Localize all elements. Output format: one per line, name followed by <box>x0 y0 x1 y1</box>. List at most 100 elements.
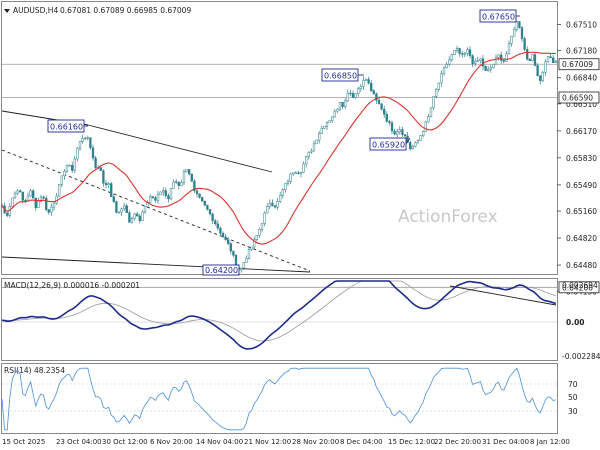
candle-body <box>463 53 466 55</box>
candle-body <box>344 100 347 107</box>
candle-body <box>190 173 193 182</box>
candle-body <box>6 212 9 216</box>
candle-body <box>21 191 24 201</box>
candle-body <box>320 128 323 135</box>
candle-body <box>312 143 316 152</box>
candle-body <box>533 54 537 66</box>
candle-body <box>172 181 175 189</box>
candle-body <box>364 79 368 81</box>
candle-body <box>55 195 58 204</box>
candle-body <box>450 54 453 61</box>
candle-body <box>214 220 217 225</box>
candle-body <box>73 158 76 171</box>
candle-body <box>505 53 508 62</box>
candle-body <box>182 171 186 183</box>
candle-body <box>468 49 472 56</box>
candle-body <box>177 182 180 186</box>
candle-body <box>541 72 544 81</box>
callout-0-67650: 0.67650 <box>479 9 520 23</box>
candles <box>0 20 557 273</box>
candle-body <box>346 92 349 102</box>
candle-body <box>203 200 206 206</box>
candle-body <box>302 163 305 173</box>
candle-body <box>396 131 399 135</box>
candle-body <box>185 169 188 173</box>
current-price-label: 0.67009 <box>558 58 600 71</box>
candle-body <box>58 184 61 197</box>
collapse-triangle-icon <box>4 9 10 13</box>
candle-body <box>258 229 261 236</box>
callout-label: 0.64200 <box>205 266 238 275</box>
candle-body <box>398 129 401 133</box>
candle-body <box>104 182 108 186</box>
candle-body <box>513 29 516 37</box>
macd-panel-frame <box>1 278 558 361</box>
candle-body <box>240 267 243 271</box>
candle-body <box>260 223 264 230</box>
candle-body <box>94 157 97 169</box>
candle-body <box>216 223 219 229</box>
candle-body <box>489 67 492 70</box>
candle-body <box>372 90 375 94</box>
candle-body <box>292 172 295 175</box>
candle-body <box>156 194 160 201</box>
callout-label: 0.67650 <box>482 13 515 22</box>
time-tick-label: 21 Nov 12:00 <box>244 438 291 446</box>
candle-body <box>315 139 318 145</box>
candle-body <box>91 147 95 159</box>
macd-signal-line <box>2 280 556 342</box>
candle-body <box>169 188 173 200</box>
candle-body <box>367 79 370 84</box>
candle-body <box>120 208 123 213</box>
candle-body <box>471 55 474 64</box>
candle-body <box>455 48 459 51</box>
candle-body <box>149 196 152 203</box>
rsi-tick: 50 <box>568 393 578 402</box>
candle-body <box>211 213 214 221</box>
callout-0-66160: 0.66160 <box>47 119 88 133</box>
candle-body <box>500 54 503 61</box>
time-tick-label: 6 Nov 20:00 <box>150 438 193 446</box>
candle-body <box>440 73 443 84</box>
candle-body <box>284 183 287 190</box>
trendline-dashed-channel <box>1 149 311 272</box>
candle-body <box>208 209 212 215</box>
candle-body <box>484 66 487 71</box>
candle-body <box>201 197 204 202</box>
candle-body <box>39 196 43 202</box>
candle-body <box>221 232 225 238</box>
candle-body <box>362 80 365 87</box>
candle-body <box>419 135 422 141</box>
rsi-line <box>1 367 556 431</box>
time-tick-label: 8 Dec 04:00 <box>340 438 383 446</box>
rsi-tick: 70 <box>568 380 578 389</box>
candle-body <box>34 197 37 209</box>
candle-body <box>250 246 253 250</box>
candle-body <box>502 60 505 62</box>
candle-body <box>479 58 482 61</box>
price-tick-label: 0.67510 <box>566 20 597 29</box>
candle-body <box>143 206 147 213</box>
candle-body <box>390 122 394 132</box>
macd-trendline <box>449 285 557 306</box>
time-tick-label: 28 Nov 20:00 <box>292 438 339 446</box>
ohlc-values: 0.67081 0.67089 0.66985 0.67009 <box>60 6 191 15</box>
candle-body <box>518 21 521 28</box>
candle-body <box>305 156 308 165</box>
candle-body <box>154 197 157 201</box>
candle-body <box>307 151 310 157</box>
time-tick-label: 23 Oct 04:00 <box>56 438 102 446</box>
candle-body <box>359 86 362 90</box>
candle-body <box>520 27 524 39</box>
candle-body <box>68 165 71 167</box>
candle-body <box>445 64 448 69</box>
time-tick-label: 14 Nov 04:00 <box>196 438 243 446</box>
candle-body <box>331 116 334 121</box>
time-tick-label: 31 Dec 04:00 <box>482 438 529 446</box>
candle-body <box>487 68 490 71</box>
candle-body <box>338 102 342 110</box>
candle-body <box>86 137 89 139</box>
candle-body <box>263 212 266 224</box>
price-tick-label: 0.65830 <box>566 154 597 163</box>
callout-0-66850: 0.66850 <box>321 68 364 82</box>
